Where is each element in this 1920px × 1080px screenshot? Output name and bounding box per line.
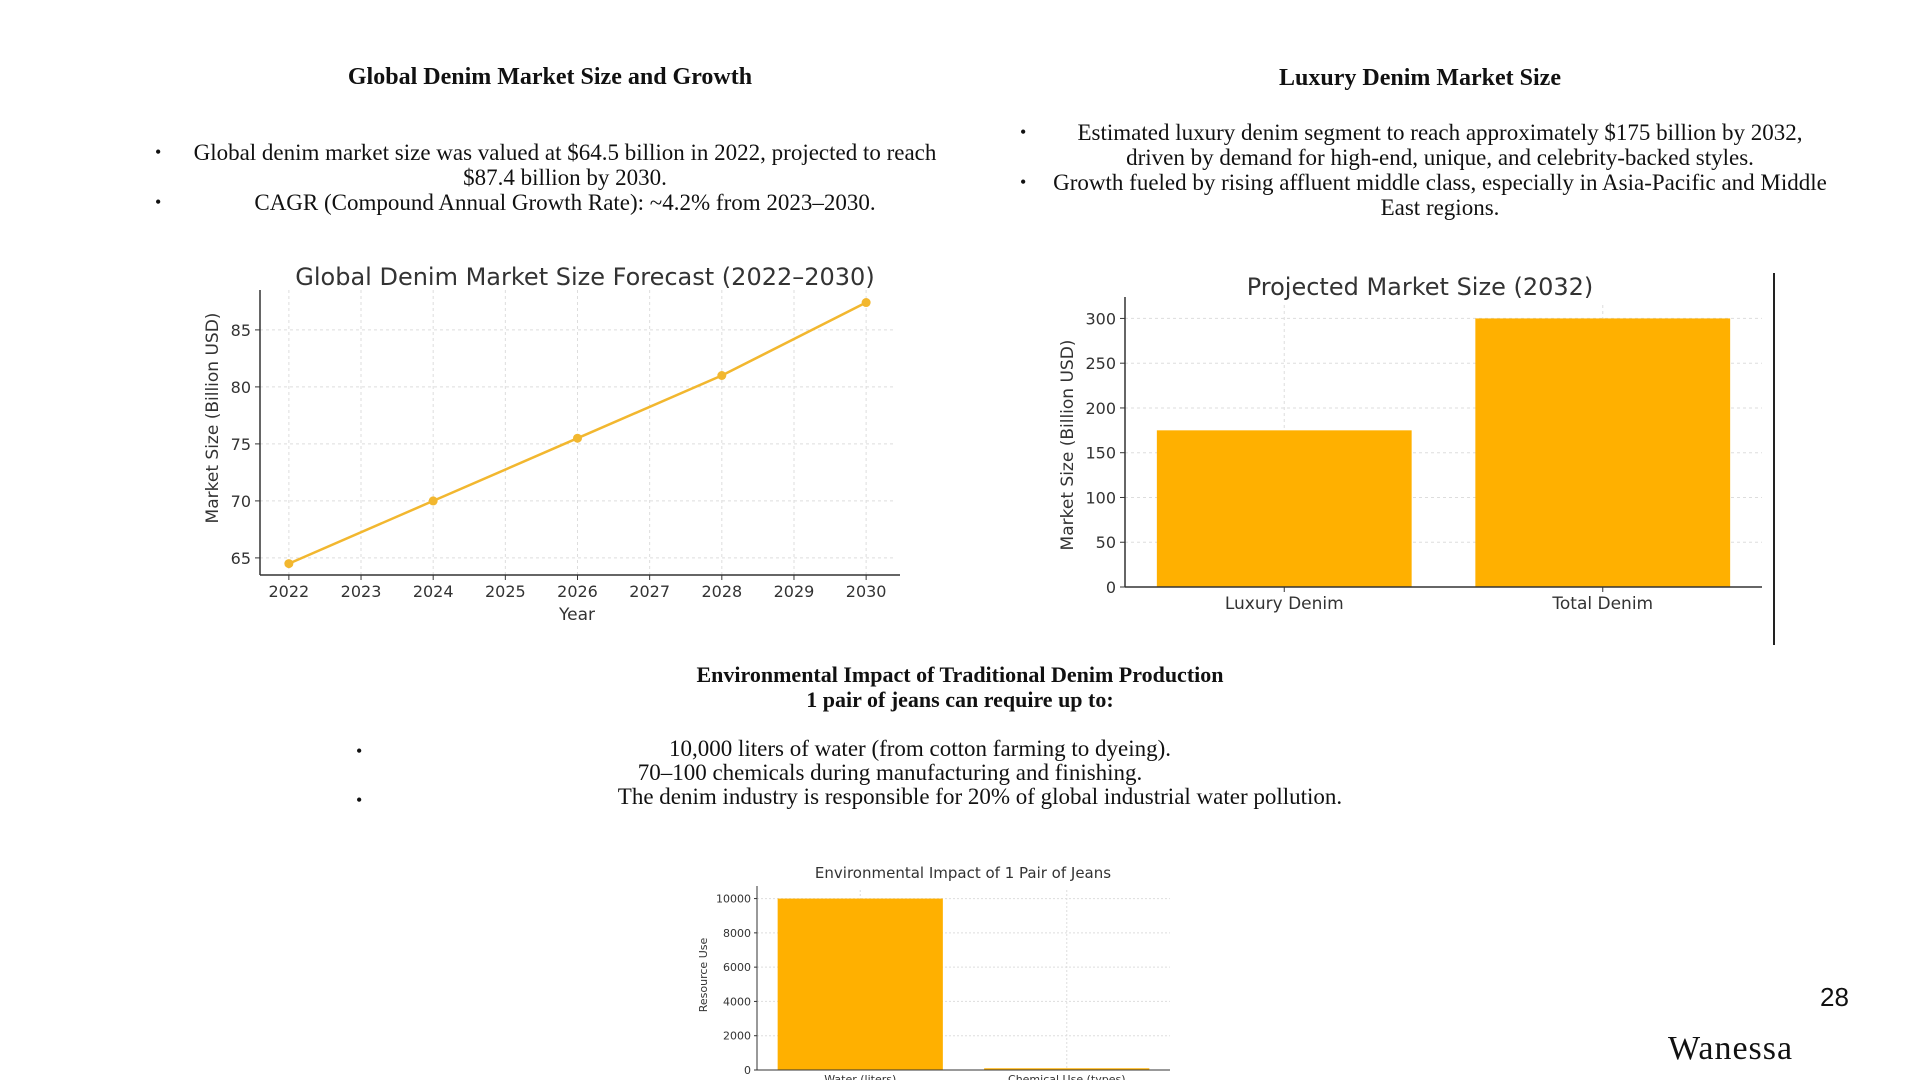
- data-point: [428, 496, 438, 506]
- data-point: [284, 559, 294, 569]
- y-tick-label: 75: [231, 435, 251, 454]
- x-tick-label: 2024: [413, 582, 454, 601]
- section3-line-1: 10,000 liters of water (from cotton farm…: [668, 736, 1172, 761]
- bullet-icon: •: [1020, 172, 1027, 192]
- x-tick-label: 2025: [485, 582, 526, 601]
- line-chart-market-forecast: Global Denim Market Size Forecast (2022–…: [203, 263, 900, 625]
- author-signature: Wanessa: [1668, 1030, 1794, 1067]
- y-tick-label: 65: [231, 549, 251, 568]
- page-number: 28: [1820, 982, 1849, 1012]
- list-item: • Estimated luxury denim segment to reac…: [1020, 120, 1830, 170]
- y-tick-label: 0: [1106, 578, 1116, 597]
- section3-line-3: The denim industry is responsible for 20…: [617, 784, 1343, 809]
- list-item: • CAGR (Compound Annual Growth Rate): ~4…: [155, 190, 945, 215]
- x-tick-label: 2023: [341, 582, 382, 601]
- x-tick-label: 2027: [629, 582, 670, 601]
- x-tick-label: 2028: [701, 582, 742, 601]
- section1-bullet-2: CAGR (Compound Annual Growth Rate): ~4.2…: [254, 190, 876, 215]
- bar: [1156, 430, 1412, 587]
- y-tick-label: 80: [231, 378, 251, 397]
- section3-line-2: 70–100 chemicals during manufacturing an…: [637, 760, 1143, 785]
- list-item: • Growth fueled by rising affluent middl…: [1020, 170, 1830, 220]
- bar: [984, 1068, 1150, 1070]
- section1-bullets: • Global denim market size was valued at…: [155, 140, 945, 215]
- chart-title: Environmental Impact of 1 Pair of Jeans: [815, 864, 1111, 882]
- section2-bullet-2: Growth fueled by rising affluent middle …: [1053, 170, 1827, 220]
- bullet-icon: •: [155, 192, 162, 212]
- y-tick-label: 6000: [723, 961, 751, 974]
- bar-chart-environmental-impact: Environmental Impact of 1 Pair of Jeans …: [697, 864, 1170, 1080]
- x-tick-label: Total Denim: [1551, 594, 1653, 614]
- section3-subheading: 1 pair of jeans can require up to:: [806, 687, 1114, 712]
- y-tick-label: 10000: [716, 893, 751, 906]
- bullet-icon: •: [155, 142, 162, 162]
- chart-title: Global Denim Market Size Forecast (2022–…: [295, 263, 874, 291]
- y-axis-label: Market Size (Billion USD): [203, 313, 223, 524]
- y-axis-label: Resource Use: [697, 938, 710, 1013]
- y-tick-label: 85: [231, 321, 251, 340]
- x-tick-label: Water (liters): [824, 1073, 896, 1080]
- section2-heading: Luxury Denim Market Size: [1279, 65, 1561, 91]
- x-tick-label: 2026: [557, 582, 598, 601]
- section3-heading: Environmental Impact of Traditional Deni…: [696, 662, 1224, 687]
- bar: [777, 898, 943, 1070]
- data-point: [573, 433, 582, 443]
- y-tick-label: 50: [1096, 533, 1116, 552]
- y-tick-label: 300: [1085, 309, 1116, 328]
- section1-bullet-1: Global denim market size was valued at $…: [193, 140, 937, 190]
- bar-chart-projected-market: Projected Market Size (2032) Market Size…: [1058, 273, 1775, 645]
- section1-heading: Global Denim Market Size and Growth: [347, 64, 753, 90]
- x-tick-label: 2030: [846, 582, 887, 601]
- bullet-icon: •: [356, 741, 363, 761]
- chart-title: Projected Market Size (2032): [1247, 273, 1594, 301]
- section2-bullet-1: Estimated luxury denim segment to reach …: [1077, 120, 1803, 170]
- bar: [1475, 318, 1731, 587]
- y-tick-label: 2000: [723, 1030, 751, 1043]
- x-tick-label: Chemical Use (types): [1008, 1073, 1125, 1080]
- y-tick-label: 70: [231, 492, 251, 511]
- y-tick-label: 250: [1085, 354, 1116, 373]
- x-axis-label: Year: [558, 605, 595, 625]
- y-tick-label: 4000: [723, 995, 751, 1008]
- x-tick-label: 2029: [774, 582, 815, 601]
- y-axis-label: Market Size (Billion USD): [1058, 340, 1078, 551]
- x-tick-label: Luxury Denim: [1225, 594, 1344, 614]
- y-tick-label: 150: [1085, 444, 1116, 463]
- data-point: [717, 371, 727, 380]
- section2-bullets: • Estimated luxury denim segment to reac…: [1020, 120, 1830, 220]
- bullet-icon: •: [356, 790, 363, 810]
- data-point: [861, 298, 871, 308]
- bullet-icon: •: [1020, 122, 1027, 142]
- x-tick-label: 2022: [269, 582, 310, 601]
- y-tick-label: 8000: [723, 927, 751, 940]
- y-tick-label: 0: [744, 1064, 751, 1077]
- list-item: • Global denim market size was valued at…: [155, 140, 945, 190]
- y-tick-label: 200: [1085, 399, 1116, 418]
- y-tick-label: 100: [1085, 488, 1116, 507]
